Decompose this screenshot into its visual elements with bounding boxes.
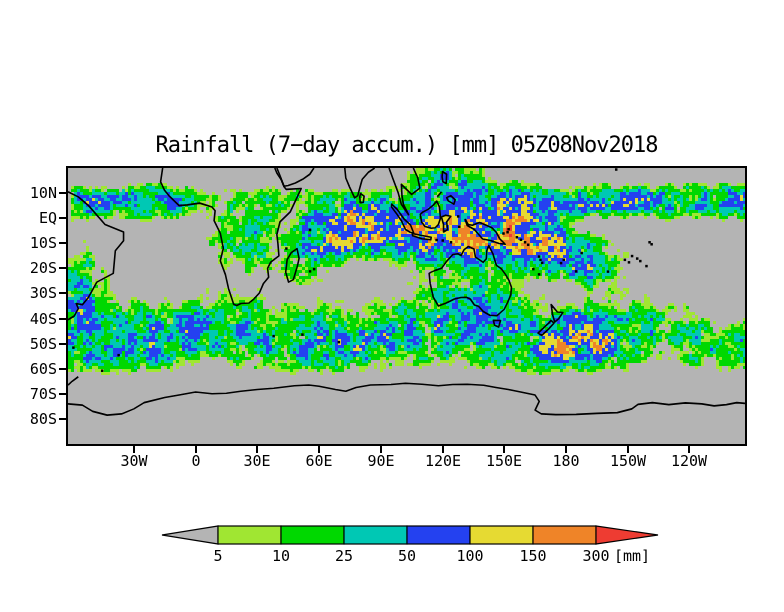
- lon-tick-label: 120W: [670, 452, 708, 470]
- lon-tick-label: 150W: [609, 452, 647, 470]
- colorbar-cell: [532, 525, 597, 545]
- lon-tick-mark: [503, 446, 505, 453]
- lon-tick-mark: [380, 446, 382, 453]
- lon-tick-label: 180: [552, 452, 580, 470]
- lon-tick-label: 120E: [424, 452, 462, 470]
- lat-tick-mark: [59, 292, 66, 294]
- colorbar: [161, 525, 659, 545]
- lat-tick-mark: [59, 368, 66, 370]
- lon-tick-mark: [442, 446, 444, 453]
- lon-tick-mark: [627, 446, 629, 453]
- lon-tick-label: 30E: [243, 452, 271, 470]
- colorbar-cell: [469, 525, 534, 545]
- lon-tick-label: 150E: [485, 452, 523, 470]
- colorbar-level-label: 5: [213, 547, 223, 565]
- lat-tick-mark: [59, 242, 66, 244]
- lat-tick-label: 30S: [29, 284, 57, 302]
- colorbar-cell: [280, 525, 345, 545]
- lat-tick-mark: [59, 217, 66, 219]
- colorbar-level-label: 300: [582, 547, 610, 565]
- lon-tick-label: 30W: [120, 452, 148, 470]
- rainfall-map-canvas: [68, 168, 745, 444]
- lon-tick-mark: [318, 446, 320, 453]
- lon-tick-label: 0: [191, 452, 201, 470]
- lat-tick-label: 50S: [29, 335, 57, 353]
- colorbar-cell: [406, 525, 471, 545]
- figure-title: Rainfall (7−day accum.) [mm] 05Z08Nov201…: [155, 133, 658, 158]
- colorbar-cell: [217, 525, 282, 545]
- lon-tick-mark: [688, 446, 690, 453]
- lat-tick-label: 20S: [29, 259, 57, 277]
- lat-tick-label: 40S: [29, 310, 57, 328]
- lat-tick-mark: [59, 318, 66, 320]
- colorbar-level-label: 25: [334, 547, 354, 565]
- lon-tick-label: 60E: [305, 452, 333, 470]
- lon-tick-mark: [565, 446, 567, 453]
- colorbar-overflow-arrow: [595, 525, 659, 545]
- lat-tick-label: EQ: [38, 209, 57, 227]
- colorbar-underflow-arrow: [161, 525, 219, 545]
- lat-tick-label: 10N: [29, 184, 57, 202]
- colorbar-level-label: 50: [397, 547, 417, 565]
- colorbar-cell: [343, 525, 408, 545]
- map-frame: [66, 166, 747, 446]
- lat-tick-label: 60S: [29, 360, 57, 378]
- colorbar-level-label: 150: [519, 547, 547, 565]
- lat-tick-mark: [59, 192, 66, 194]
- lat-tick-mark: [59, 418, 66, 420]
- lon-tick-label: 90E: [367, 452, 395, 470]
- lat-tick-mark: [59, 267, 66, 269]
- lat-tick-mark: [59, 393, 66, 395]
- colorbar-level-label: 100: [456, 547, 484, 565]
- lat-tick-mark: [59, 343, 66, 345]
- lon-tick-mark: [133, 446, 135, 453]
- lat-tick-label: 10S: [29, 234, 57, 252]
- lon-tick-mark: [195, 446, 197, 453]
- lat-tick-label: 70S: [29, 385, 57, 403]
- colorbar-level-label: 10: [271, 547, 291, 565]
- lon-tick-mark: [256, 446, 258, 453]
- colorbar-units-label: [mm]: [613, 547, 651, 565]
- lat-tick-label: 80S: [29, 410, 57, 428]
